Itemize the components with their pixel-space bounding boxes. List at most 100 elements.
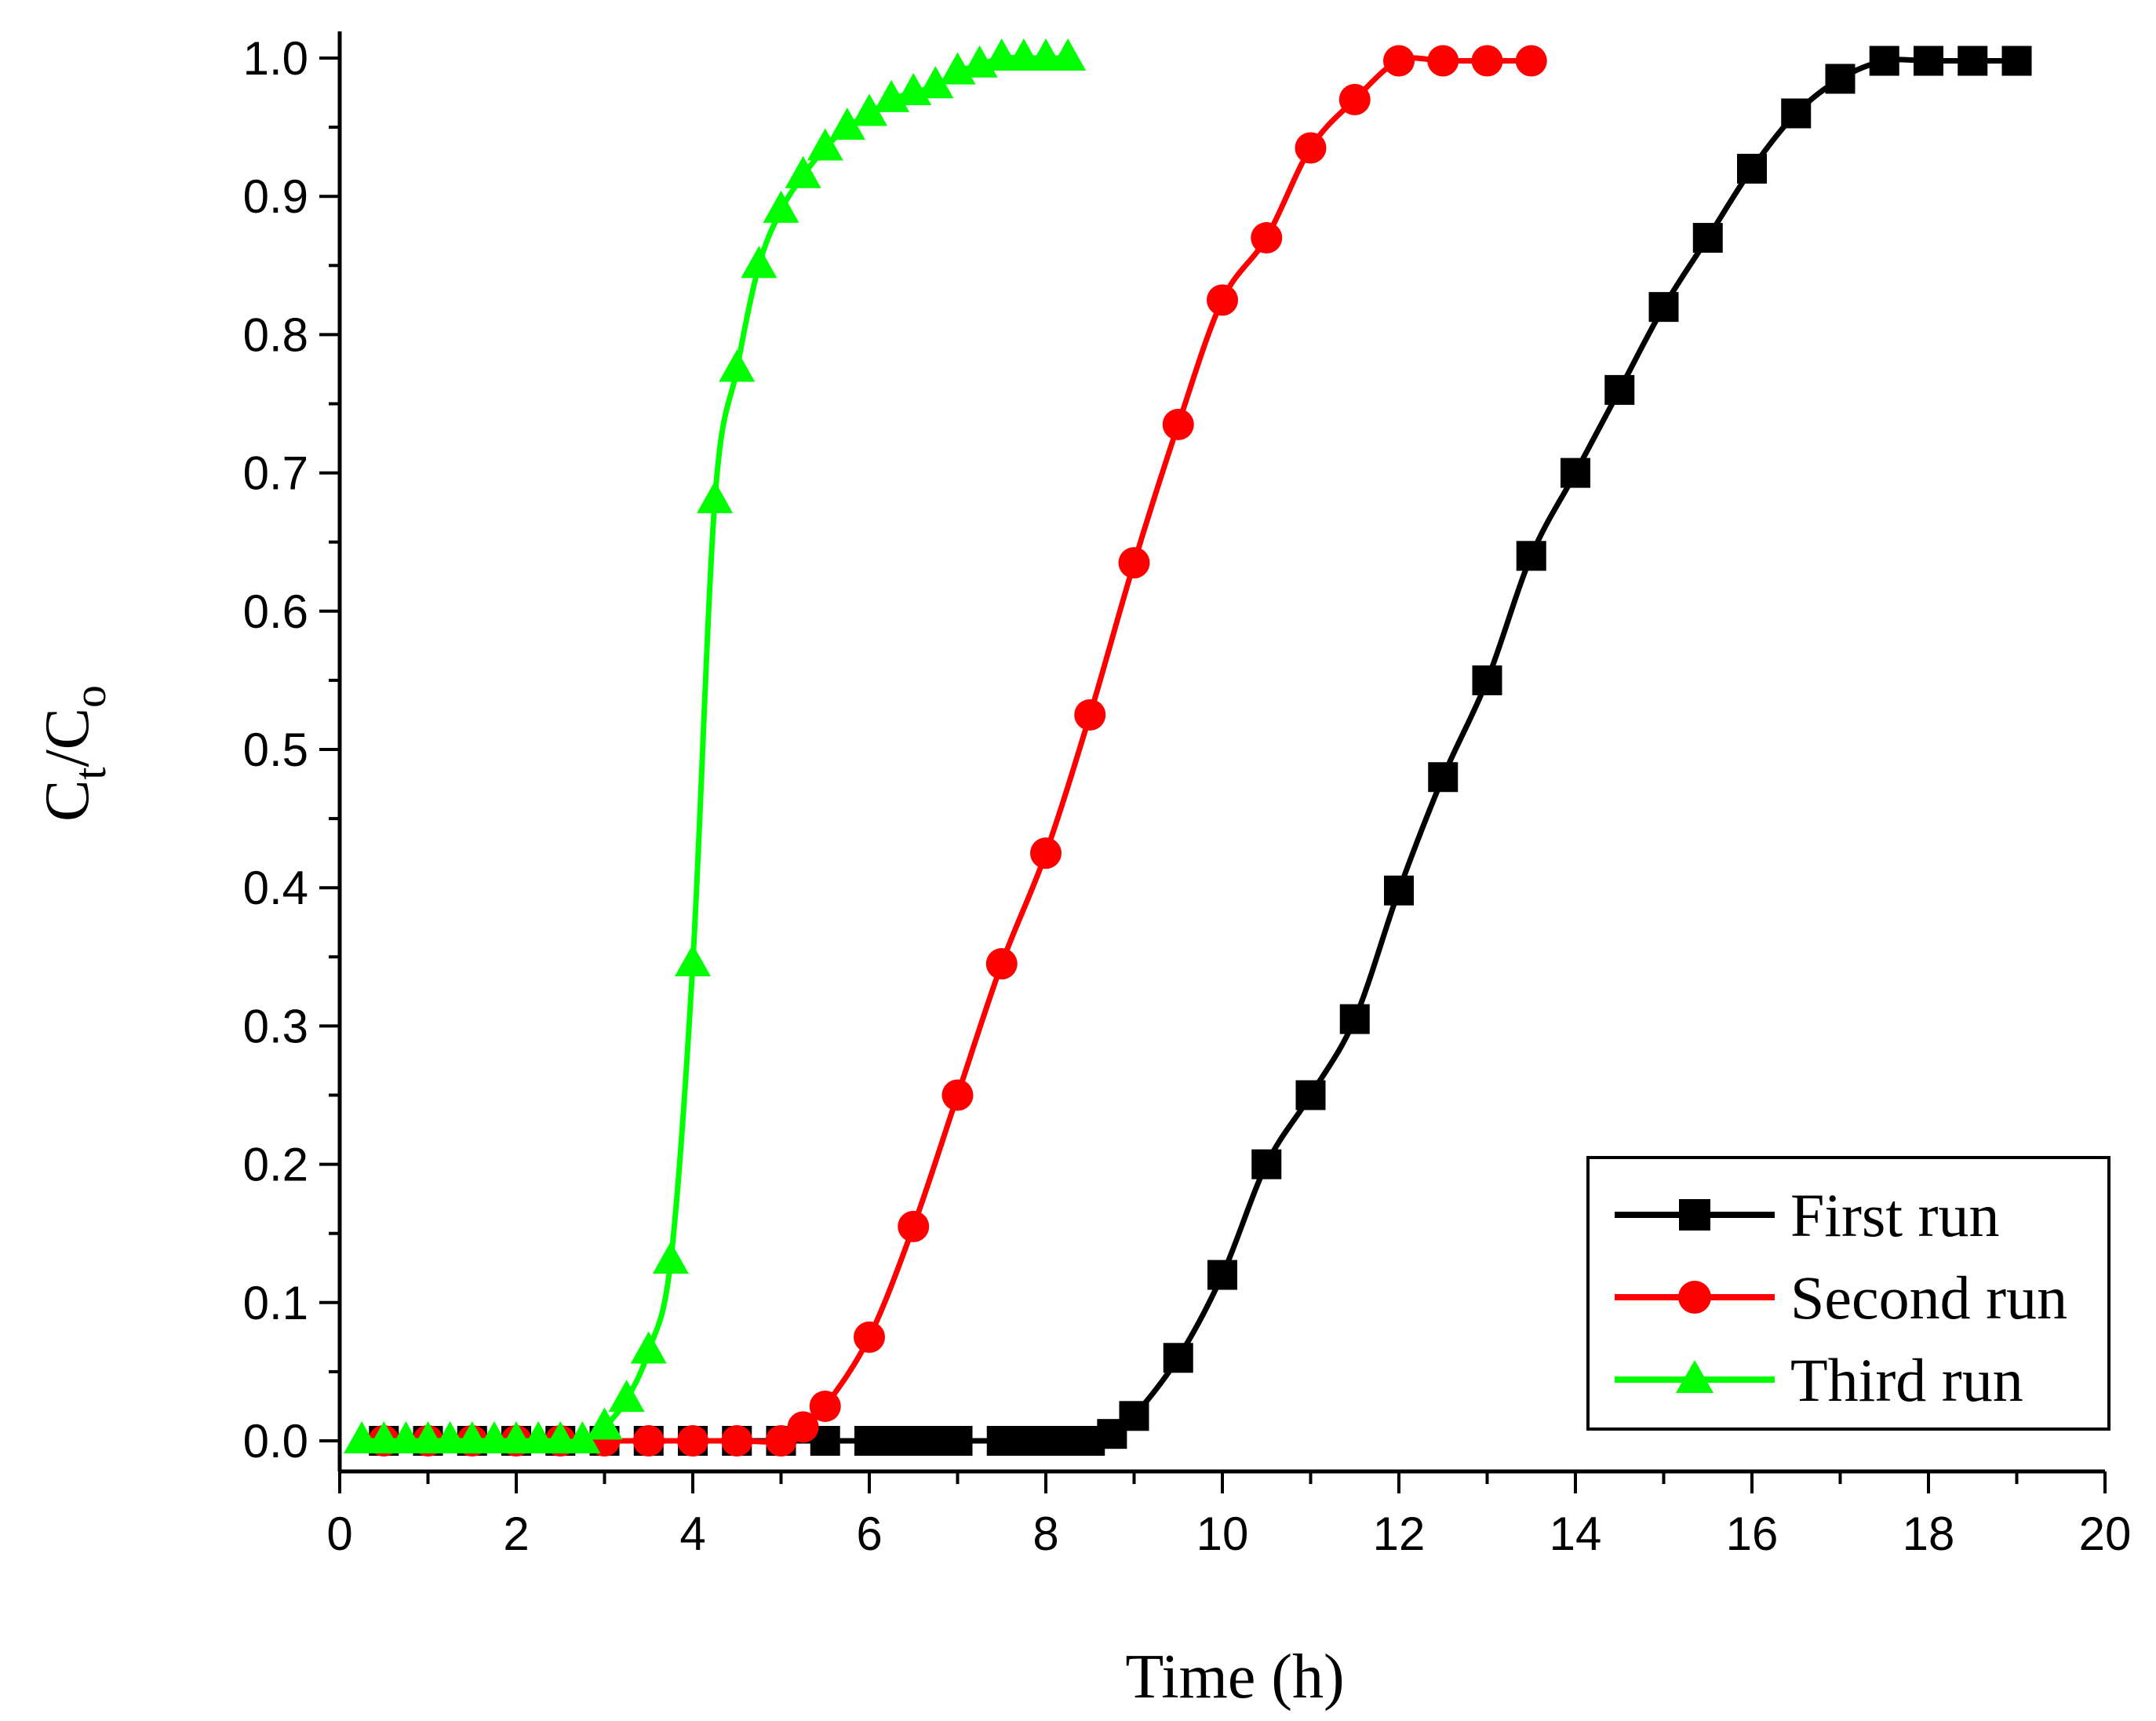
data-point [1295, 1080, 1326, 1110]
data-point [1472, 665, 1502, 695]
y-tick-label: 0.1 [243, 1277, 308, 1329]
y-tick-label: 1.0 [243, 32, 308, 85]
series-second-run [368, 45, 1547, 1457]
legend-marker-square [1679, 1199, 1710, 1231]
data-point [1515, 45, 1547, 77]
axes-layer: 0 2 4 6 8 10 12 14 16 18 20 0.00.10.20.30.40.50.60… [243, 31, 2131, 1560]
y-tick-label: 0.2 [243, 1139, 308, 1191]
data-point [941, 1079, 974, 1111]
data-point [917, 66, 954, 99]
data-point [1119, 1401, 1149, 1431]
data-point [632, 1425, 665, 1457]
data-point [1781, 98, 1812, 129]
data-point [630, 1331, 667, 1364]
x-tick-label: 12 [1373, 1508, 1426, 1560]
data-point [1338, 83, 1371, 115]
data-point [1251, 222, 1283, 254]
x-tick-label: 18 [1903, 1508, 1955, 1560]
x-tick-label: 8 [1032, 1508, 1058, 1560]
y-tick-label: 0.8 [243, 308, 308, 361]
y-tick-label: 0.5 [243, 724, 308, 776]
data-point [675, 944, 711, 977]
data-point [942, 1426, 973, 1456]
x-tick-label: 14 [1550, 1508, 1602, 1560]
x-tick-label: 10 [1196, 1508, 1249, 1560]
data-point [854, 1321, 885, 1353]
series-third-run [344, 38, 1087, 1453]
y-tick-label: 0.7 [243, 447, 308, 500]
data-point [1030, 837, 1062, 870]
y-axis-title-sub-t: t [64, 768, 115, 780]
data-point [741, 246, 778, 279]
legend-marker-triangle [1676, 1360, 1714, 1393]
data-point [564, 1421, 601, 1453]
x-axis-title: Time (h) [1125, 1643, 1344, 1712]
data-point [1050, 38, 1087, 71]
data-point [1648, 292, 1679, 323]
data-point [1207, 284, 1238, 316]
y-tick-label: 0.3 [243, 1000, 308, 1052]
data-point [1074, 698, 1106, 731]
series-layer [344, 38, 2032, 1457]
y-axis-title-sub-o: o [64, 685, 115, 708]
legend-label-third-run: Third run [1790, 1346, 2023, 1414]
data-point [719, 349, 756, 382]
x-tick-label: 0 [326, 1508, 352, 1560]
data-point [1428, 762, 1459, 793]
y-axis-title-sep: /C [33, 708, 102, 768]
x-tick-label: 6 [856, 1508, 882, 1560]
series-line [362, 54, 1069, 1445]
data-point [898, 1210, 930, 1242]
y-tick-label: 0.0 [243, 1415, 308, 1468]
data-point [1163, 1343, 1193, 1373]
data-point [1162, 408, 1194, 440]
data-point [697, 480, 734, 513]
data-point [608, 1380, 645, 1413]
data-point [1604, 374, 1635, 405]
y-tick-label: 0.6 [243, 585, 308, 638]
legend: First run Second run Third run [1586, 1156, 2110, 1431]
legend-item-third-run: Third run [1615, 1346, 2023, 1414]
data-point [785, 155, 821, 188]
data-point [1561, 458, 1590, 488]
data-point [1295, 132, 1327, 164]
y-axis-title-main: C [33, 780, 102, 822]
data-point [1339, 1004, 1370, 1034]
y-axis-title: Ct/Co [33, 685, 115, 822]
data-point [1118, 547, 1150, 579]
series-line [384, 55, 1531, 1445]
data-point [1207, 1260, 1237, 1290]
data-point [1383, 45, 1415, 77]
x-tick-label: 4 [679, 1508, 705, 1560]
x-tick-label: 2 [503, 1508, 529, 1560]
data-point [1825, 64, 1856, 94]
data-point [985, 948, 1018, 980]
data-point [1914, 46, 1943, 76]
data-point [809, 1390, 841, 1422]
data-point [2001, 46, 2032, 76]
data-point [763, 190, 799, 223]
data-point [851, 93, 887, 126]
legend-item-second-run: Second run [1615, 1263, 2067, 1332]
x-tick-label: 20 [2079, 1508, 2132, 1560]
legend-box [1586, 1156, 2110, 1431]
data-point [1384, 875, 1414, 906]
data-point [1869, 46, 1899, 76]
data-point [787, 1411, 819, 1443]
data-point [677, 1425, 708, 1457]
y-ticks: 0.0 0.1 0.2 0.3 0.4 0.5 0.6 0.7 0.8 0.9 1.0 [243, 32, 340, 1468]
data-point [1958, 46, 1988, 76]
x-tick-label: 16 [1726, 1508, 1779, 1560]
data-point [586, 1407, 623, 1440]
data-point [1692, 223, 1723, 253]
data-point [652, 1241, 689, 1274]
y-tick-label: 0.9 [243, 170, 308, 223]
data-point [1427, 45, 1459, 77]
data-point [1251, 1149, 1282, 1180]
legend-label-first-run: First run [1790, 1181, 2000, 1249]
x-ticks: 0 2 4 6 8 10 12 14 16 18 20 [326, 1471, 2131, 1560]
data-point [721, 1425, 753, 1457]
data-point [807, 128, 843, 161]
data-point [1516, 541, 1546, 571]
